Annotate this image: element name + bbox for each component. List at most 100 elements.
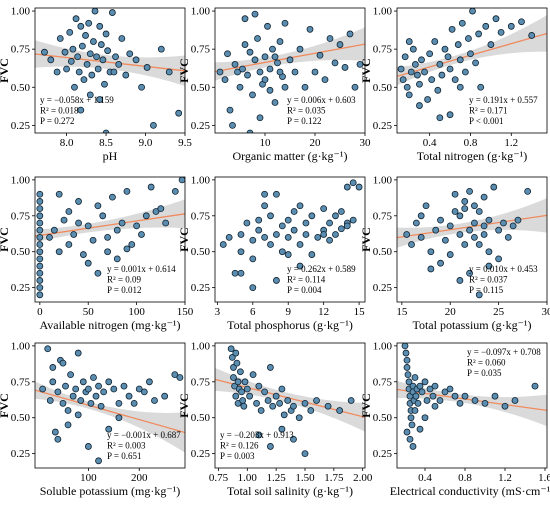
data-point bbox=[70, 231, 78, 238]
x-tick-label: 1.6 bbox=[538, 472, 550, 484]
data-point bbox=[269, 45, 276, 53]
data-point bbox=[256, 68, 264, 76]
data-point bbox=[89, 236, 97, 244]
data-point bbox=[47, 56, 55, 64]
data-point bbox=[152, 208, 160, 215]
data-point bbox=[54, 435, 62, 443]
data-point bbox=[80, 76, 88, 84]
data-point bbox=[171, 187, 179, 195]
plot-area bbox=[35, 345, 185, 465]
confidence-band bbox=[397, 15, 547, 86]
data-point bbox=[296, 202, 304, 210]
data-point bbox=[49, 378, 57, 386]
data-point bbox=[411, 374, 419, 381]
data-point bbox=[347, 397, 355, 404]
data-point bbox=[487, 41, 495, 48]
data-point bbox=[36, 277, 44, 284]
data-point bbox=[341, 64, 349, 71]
regression-annotation: P = 0.115 bbox=[469, 285, 504, 295]
x-tick-label: 1.75 bbox=[324, 472, 344, 484]
data-point bbox=[65, 241, 73, 248]
data-point bbox=[86, 91, 94, 99]
data-point bbox=[332, 231, 339, 238]
data-point bbox=[467, 50, 474, 58]
regression-annotation: y = −0.058x + 1.159 bbox=[40, 95, 114, 105]
data-point bbox=[311, 68, 319, 76]
data-point bbox=[446, 111, 454, 119]
data-point bbox=[302, 219, 310, 227]
data-point bbox=[403, 364, 411, 371]
y-tick-label: 0.25 bbox=[11, 448, 31, 460]
data-point bbox=[110, 68, 118, 76]
data-point bbox=[446, 251, 454, 258]
plot-frame bbox=[214, 342, 366, 469]
data-point bbox=[296, 241, 304, 248]
data-point bbox=[266, 364, 274, 371]
data-point bbox=[434, 86, 442, 94]
data-point bbox=[229, 121, 236, 129]
data-point bbox=[441, 236, 449, 244]
data-point bbox=[432, 226, 440, 234]
data-point bbox=[414, 399, 422, 407]
data-point bbox=[75, 198, 82, 205]
data-point bbox=[284, 251, 292, 258]
data-point bbox=[67, 57, 75, 65]
data-point bbox=[465, 35, 472, 42]
data-point bbox=[77, 22, 85, 30]
data-point bbox=[278, 222, 286, 230]
data-point bbox=[284, 233, 292, 241]
data-point bbox=[349, 216, 357, 224]
data-point bbox=[46, 397, 54, 404]
data-point bbox=[416, 382, 424, 390]
x-tick-label: 30 bbox=[542, 306, 550, 318]
data-point bbox=[232, 349, 240, 357]
data-point bbox=[246, 392, 254, 400]
data-point bbox=[241, 41, 249, 48]
regression-annotation: R² = 0.114 bbox=[287, 275, 326, 285]
data-point bbox=[110, 385, 118, 393]
data-point bbox=[36, 262, 44, 270]
data-point bbox=[441, 388, 449, 396]
data-point bbox=[286, 56, 294, 64]
data-point bbox=[509, 222, 517, 230]
data-point bbox=[251, 56, 259, 64]
data-point bbox=[308, 251, 316, 258]
data-point bbox=[59, 399, 67, 407]
data-point bbox=[216, 68, 224, 76]
data-point bbox=[490, 183, 498, 191]
data-point bbox=[36, 212, 44, 220]
data-point bbox=[261, 76, 269, 84]
data-point bbox=[475, 30, 483, 38]
panel-3: 0.4 0.8 1.2 0.25 0.50 0.75 1.00 Total nitrogen … bbox=[359, 6, 548, 163]
y-axis-label: FVC bbox=[359, 58, 373, 83]
data-point bbox=[524, 187, 532, 195]
data-point bbox=[273, 231, 280, 238]
data-point bbox=[456, 231, 464, 238]
data-point bbox=[249, 255, 257, 263]
data-point bbox=[219, 241, 227, 248]
y-axis-label: FVC bbox=[0, 393, 11, 418]
x-tick-label: 1.2 bbox=[504, 137, 518, 149]
data-point bbox=[431, 382, 439, 390]
data-point bbox=[228, 353, 236, 361]
data-point bbox=[249, 371, 257, 379]
data-point bbox=[261, 388, 269, 396]
data-point bbox=[461, 205, 469, 213]
data-point bbox=[254, 35, 261, 42]
data-point bbox=[165, 68, 173, 76]
data-point bbox=[481, 399, 489, 407]
x-tick-label: 9.5 bbox=[178, 137, 192, 149]
data-point bbox=[423, 397, 431, 404]
data-point bbox=[332, 212, 339, 220]
y-tick-label: 0.50 bbox=[11, 246, 31, 258]
data-point bbox=[46, 233, 53, 241]
data-point bbox=[77, 397, 85, 404]
confidence-band bbox=[397, 380, 547, 427]
regression-annotation: P = 0.272 bbox=[40, 116, 75, 126]
data-point bbox=[87, 399, 95, 407]
data-point bbox=[67, 371, 74, 379]
data-point bbox=[446, 65, 454, 73]
data-point bbox=[278, 425, 286, 433]
data-point bbox=[90, 374, 97, 381]
data-point bbox=[337, 208, 345, 215]
